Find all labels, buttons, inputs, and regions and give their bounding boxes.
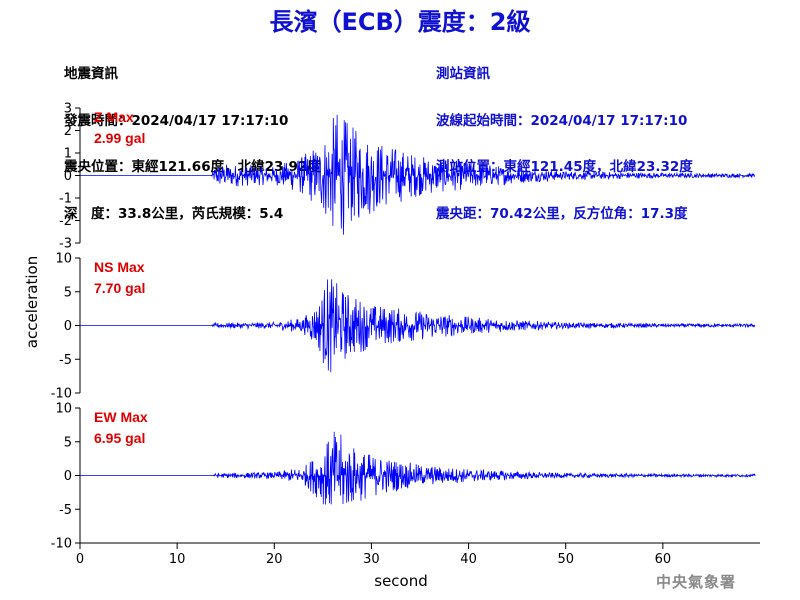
chart-title: 長濱（ECB）震度：2級 (269, 8, 531, 36)
distance-azimuth: 震央距：70.42公里，反方位角：17.3度 (436, 205, 688, 222)
epicenter-location: 震央位置：東經121.66度，北緯23.92度 (64, 159, 321, 175)
quake-info-block: 地震資訊 發震時間：2024/04/17 17:17:10 震央位置：東經121… (64, 36, 321, 238)
y-tick-label: 10 (55, 402, 72, 417)
x-tick-label: 30 (363, 552, 380, 567)
y-tick-label: 0 (64, 319, 72, 334)
max-value-ew: 6.95 gal (94, 430, 145, 446)
max-label-z: Z Max (94, 109, 134, 125)
agency-watermark: 中央氣象署 (656, 573, 737, 591)
y-tick-label: -3 (59, 237, 72, 252)
arrival-time: 波線起始時間：2024/04/17 17:17:10 (436, 112, 688, 129)
waveform-z (80, 114, 756, 235)
y-tick-label: -5 (59, 503, 72, 518)
y-tick-label: -10 (51, 537, 72, 552)
y-tick-label: -2 (59, 214, 72, 229)
y-axis-label: acceleration (23, 256, 41, 348)
y-tick-label: 0 (64, 169, 72, 184)
x-axis-label: second (374, 572, 428, 590)
waveform-ew (80, 431, 756, 505)
y-tick-label: -1 (59, 192, 72, 207)
x-tick-label: 10 (169, 552, 186, 567)
depth-magnitude: 深 度：33.8公里，芮氏規模：5.4 (64, 205, 284, 222)
x-tick-label: 0 (76, 552, 84, 567)
y-tick-label: 1 (64, 147, 72, 162)
max-value-z: 2.99 gal (94, 130, 145, 146)
y-tick-label: 3 (64, 102, 72, 117)
y-tick-label: -10 (51, 387, 72, 402)
y-tick-label: 5 (64, 435, 72, 450)
y-tick-label: 10 (55, 252, 72, 267)
station-info-block: 測站資訊 波線起始時間：2024/04/17 17:17:10 測站位置：東經1… (436, 36, 693, 238)
y-tick-label: -5 (59, 353, 72, 368)
waveform-ns (80, 279, 756, 373)
x-tick-label: 50 (557, 552, 574, 567)
max-value-ns: 7.70 gal (94, 280, 145, 296)
x-tick-label: 40 (460, 552, 477, 567)
quake-info-heading: 地震資訊 (64, 66, 118, 82)
origin-time: 發震時間：2024/04/17 17:17:10 (64, 112, 289, 129)
max-label-ew: EW Max (94, 409, 148, 425)
max-label-ns: NS Max (94, 259, 145, 275)
y-tick-label: 5 (64, 285, 72, 300)
x-tick-label: 60 (655, 552, 672, 567)
x-tick-label: 20 (266, 552, 283, 567)
y-tick-label: 2 (64, 124, 72, 139)
y-tick-label: 0 (64, 469, 72, 484)
station-info-heading: 測站資訊 (436, 66, 490, 82)
